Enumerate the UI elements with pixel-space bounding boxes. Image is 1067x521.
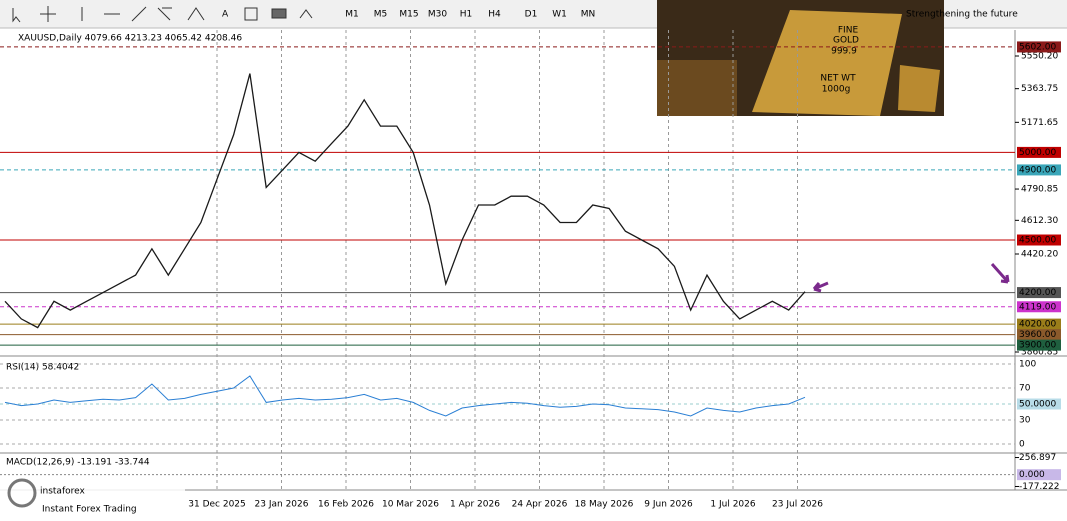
- macd-tag: [1017, 469, 1061, 481]
- level-tag: [1017, 339, 1061, 351]
- bar-text: 999.9: [831, 47, 857, 57]
- level-tag: [1017, 301, 1061, 313]
- timeframe-button[interactable]: D1: [525, 10, 538, 20]
- y-tick-label: 4420.20: [1021, 249, 1058, 259]
- arrows-tool[interactable]: [299, 9, 313, 19]
- level-tag-label: 5000.00: [1019, 148, 1056, 158]
- rsi-tick-label: 70: [1019, 384, 1031, 394]
- bar-text: NET WT: [820, 74, 856, 84]
- timeframe-button[interactable]: H4: [488, 10, 501, 20]
- macd-tick-label: -177.222: [1019, 482, 1059, 492]
- text-tool-label[interactable]: A: [222, 10, 229, 20]
- timeframe-button[interactable]: M15: [399, 10, 418, 20]
- y-tick-label: 4790.85: [1021, 185, 1058, 195]
- logo: instaforex Instant Forex Trading: [0, 470, 185, 517]
- level-tag: [1017, 287, 1061, 299]
- date-label: 1 Jul 2026: [710, 500, 755, 510]
- logo-name: instaforex: [40, 487, 85, 497]
- rsi-tick-label: 100: [1019, 360, 1036, 370]
- timeframe-button[interactable]: H1: [460, 10, 473, 20]
- level-tag-label: 5602.00: [1019, 42, 1056, 52]
- shapes-tool[interactable]: [271, 8, 287, 19]
- level-tag-label: 4200.00: [1019, 288, 1056, 298]
- y-tick-label: 5171.65: [1021, 118, 1058, 128]
- date-label: 24 Apr 2026: [512, 500, 568, 510]
- level-tag-label: 3900.00: [1019, 341, 1056, 351]
- date-label: 16 Feb 2026: [318, 500, 374, 510]
- date-label: 9 Jun 2026: [644, 500, 693, 510]
- bar-text: GOLD: [833, 36, 859, 46]
- rsi-tick-label: 30: [1019, 416, 1031, 426]
- level-tag-label: 4500.00: [1019, 236, 1056, 246]
- level-tag: [1017, 234, 1061, 246]
- level-tag: [1017, 41, 1061, 53]
- macd-tick-label: 256.897: [1019, 453, 1056, 463]
- trendline-tool[interactable]: [131, 6, 147, 22]
- chart-header: XAUUSD,Daily 4079.66 4213.23 4065.42 420…: [18, 34, 242, 44]
- logo-tagline: Instant Forex Trading: [42, 505, 137, 515]
- price-line: [4, 73, 806, 329]
- date-label: 18 May 2026: [575, 500, 634, 510]
- level-tag: [1017, 146, 1061, 158]
- timeframe-button[interactable]: W1: [552, 10, 567, 20]
- date-label: 23 Jan 2026: [255, 500, 309, 510]
- crosshair-tool[interactable]: [40, 6, 56, 22]
- level-tag-label: 4020.00: [1019, 320, 1056, 330]
- level-tag: [1017, 318, 1061, 330]
- rsi-tag: [1017, 398, 1061, 410]
- macd-header: MACD(12,26,9) -13.191 -33.744: [6, 458, 150, 468]
- y-tick-label: 5363.75: [1021, 84, 1058, 94]
- macd-tick-label: 0.000: [1019, 470, 1045, 480]
- bar-text: 1000g: [822, 85, 851, 95]
- text-tool[interactable]: [187, 7, 205, 21]
- timeframe-button[interactable]: M5: [374, 10, 388, 20]
- fibo-tool[interactable]: [157, 7, 172, 21]
- banner: FINE GOLD 999.9 NET WT 1000g Strengtheni…: [657, 0, 1018, 116]
- date-label: 31 Dec 2025: [188, 500, 246, 510]
- timeframe-button[interactable]: M1: [345, 10, 359, 20]
- level-tag: [1017, 329, 1061, 341]
- rsi-line: [4, 375, 806, 417]
- banner-tagline: Strengthening the future: [906, 10, 1018, 20]
- timeframe-button[interactable]: MN: [581, 10, 596, 20]
- rsi-header: RSI(14) 58.4042: [6, 363, 79, 373]
- level-tag-label: 4119.00: [1019, 302, 1056, 312]
- y-tick-label: 4612.30: [1021, 216, 1058, 226]
- drawing-tools: [12, 6, 313, 23]
- level-tag: [1017, 164, 1061, 176]
- cursor-tool[interactable]: [12, 8, 21, 23]
- level-tag-label: 4900.00: [1019, 165, 1056, 175]
- y-tick-label: 5550.20: [1021, 52, 1058, 62]
- rsi-tick-label: 50.0000: [1019, 400, 1056, 410]
- level-tag-label: 3960.00: [1019, 330, 1056, 340]
- date-label: 10 Mar 2026: [382, 500, 439, 510]
- date-label: 1 Apr 2026: [450, 500, 500, 510]
- label-tool[interactable]: [244, 7, 258, 21]
- timeframe-button[interactable]: M30: [428, 10, 447, 20]
- timeframes: M1 M5 M15 M30 H1 H4 D1 W1 MN: [345, 10, 595, 20]
- date-label: 23 Jul 2026: [772, 500, 823, 510]
- y-tick-label: 3860.85: [1021, 347, 1058, 357]
- rsi-tick-label: 0: [1019, 440, 1025, 450]
- bar-text: FINE: [838, 26, 859, 36]
